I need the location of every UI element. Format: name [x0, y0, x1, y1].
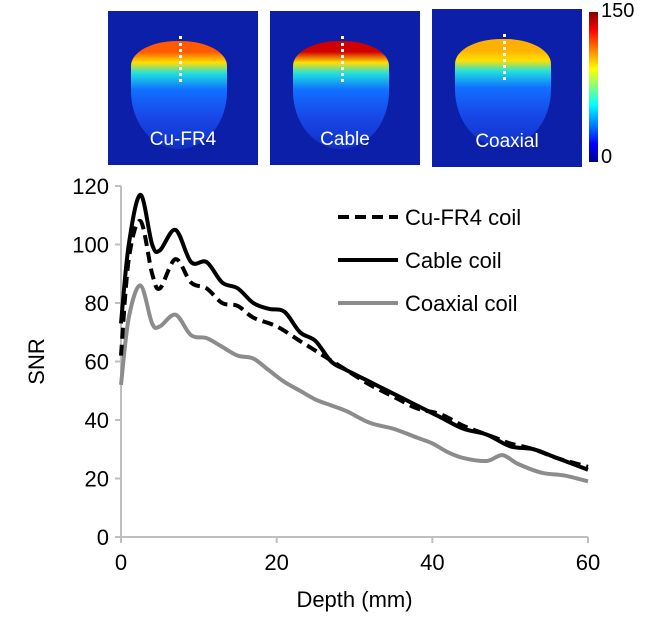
snr-map-coaxial: Coaxial: [432, 9, 582, 167]
series-line-cable-coil: [119, 192, 589, 472]
profile-line: [503, 34, 506, 80]
y-axis-label: SNR: [24, 338, 49, 384]
y-tick-label: 40: [85, 408, 109, 433]
panel-label: Cable: [320, 129, 370, 150]
x-axis-label: Depth (mm): [296, 587, 412, 612]
colorbar: [589, 12, 598, 162]
series-line-coaxial-coil: [119, 283, 589, 484]
colorbar-max: 150: [601, 0, 635, 22]
legend-label: Cable coil: [405, 248, 502, 273]
y-tick-label: 120: [72, 174, 109, 199]
snr-map-cable: Cable: [270, 11, 420, 165]
x-tick-label: 60: [576, 550, 600, 575]
legend-label: Coaxial coil: [405, 291, 518, 316]
snr-map-cu-fr4: Cu-FR4: [108, 11, 258, 165]
colorbar-min: 0: [601, 146, 613, 168]
y-tick-label: 60: [85, 350, 109, 375]
y-tick-label: 20: [85, 467, 109, 492]
y-tick-label: 100: [72, 233, 109, 258]
profile-line: [179, 36, 182, 82]
legend-label: Cu-FR4 coil: [405, 205, 521, 230]
profile-line: [341, 36, 344, 82]
x-tick-label: 20: [264, 550, 288, 575]
x-tick-label: 40: [420, 550, 444, 575]
series-line-cu-fr4-coil: [119, 219, 589, 469]
y-tick-label: 0: [97, 525, 109, 550]
panel-label: Cu-FR4: [149, 129, 217, 150]
panel-label: Coaxial: [475, 131, 539, 152]
x-tick-label: 0: [115, 550, 127, 575]
y-tick-label: 80: [85, 291, 109, 316]
